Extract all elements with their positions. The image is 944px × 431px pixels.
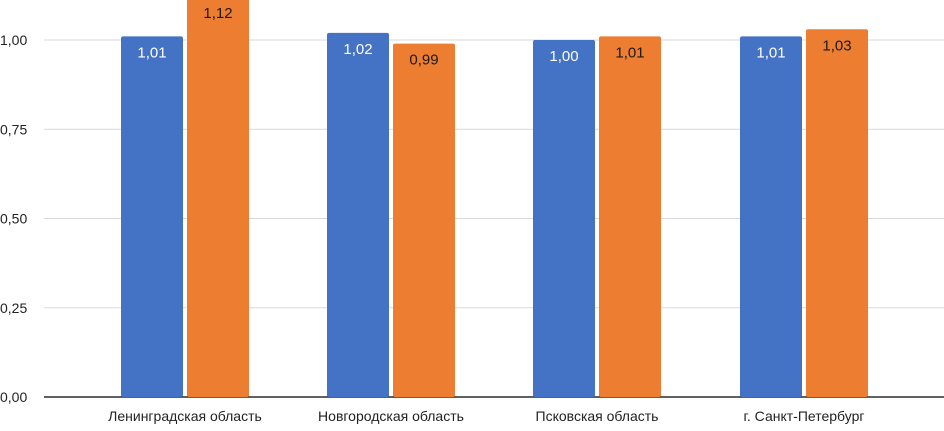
bar-series-1 xyxy=(121,36,183,398)
data-label: 1,12 xyxy=(203,5,232,22)
x-tick-label: Новгородская область xyxy=(318,408,464,424)
bar-series-2 xyxy=(599,36,661,398)
y-tick-label: 1,00 xyxy=(0,32,27,48)
x-axis-tick-labels: Ленинградская область Новгородская област… xyxy=(108,408,864,424)
y-axis-tick-labels: 0,00 0,25 0,50 0,75 1,00 xyxy=(0,32,27,405)
y-tick-label: 0,50 xyxy=(0,211,27,227)
x-tick-label: г. Санкт-Петербург xyxy=(744,408,865,424)
data-label: 1,02 xyxy=(343,41,372,58)
bar-series-2 xyxy=(187,0,249,397)
bar-series-2 xyxy=(393,43,455,397)
x-tick-label: Псковская область xyxy=(536,408,659,424)
data-label: 1,03 xyxy=(822,37,851,54)
bar-series-2 xyxy=(806,29,868,397)
data-label: 0,99 xyxy=(409,52,438,69)
data-label: 1,01 xyxy=(756,44,785,61)
data-labels: 1,01 1,02 1,00 1,01 1,12 0,99 1,01 1,03 xyxy=(137,5,851,68)
data-label: 1,01 xyxy=(137,44,166,61)
y-tick-label: 0,75 xyxy=(0,121,27,137)
bars xyxy=(121,0,868,398)
data-label: 1,01 xyxy=(615,44,644,61)
data-label: 1,00 xyxy=(549,48,578,65)
bar-series-1 xyxy=(740,36,802,398)
y-tick-label: 0,25 xyxy=(0,300,27,316)
x-tick-label: Ленинградская область xyxy=(108,408,262,424)
bar-series-1 xyxy=(327,32,389,398)
y-tick-label: 0,00 xyxy=(0,389,27,405)
bar-series-1 xyxy=(533,40,595,397)
